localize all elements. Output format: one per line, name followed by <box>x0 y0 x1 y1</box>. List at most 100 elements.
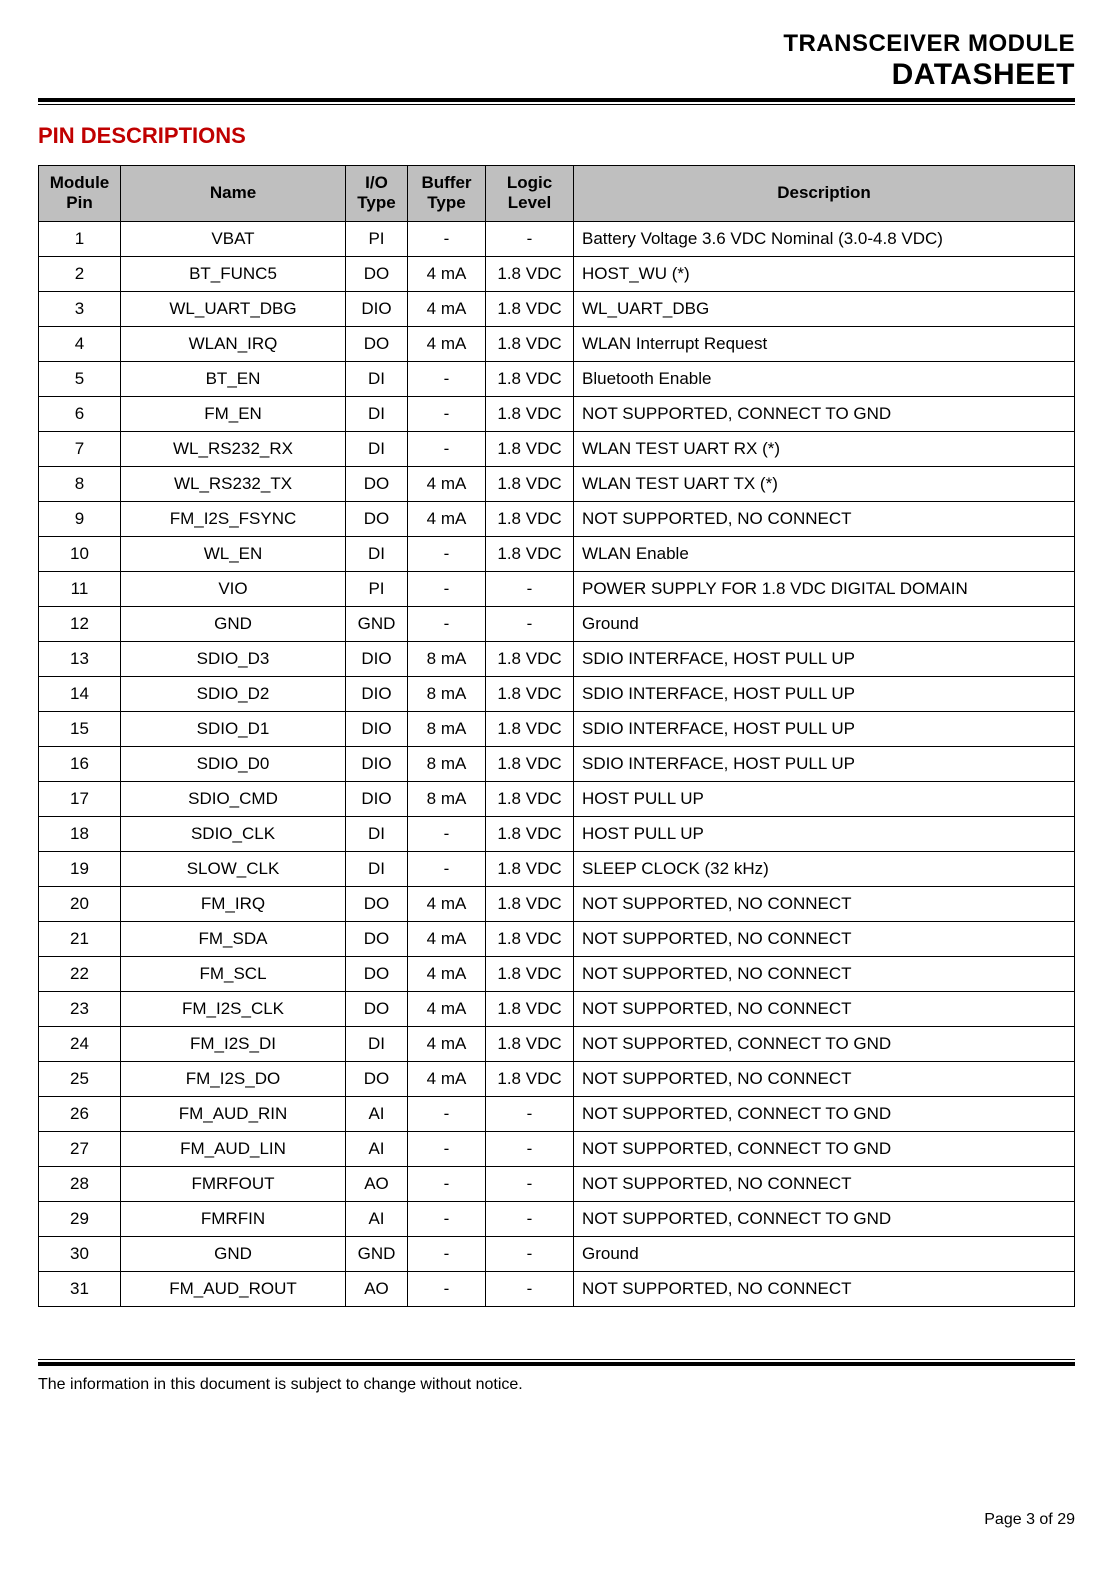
cell-desc: NOT SUPPORTED, CONNECT TO GND <box>574 1096 1075 1131</box>
cell-pin: 2 <box>39 256 121 291</box>
cell-pin: 4 <box>39 326 121 361</box>
cell-buf: 8 mA <box>408 711 486 746</box>
cell-io: AO <box>346 1166 408 1201</box>
cell-name: SDIO_D3 <box>121 641 346 676</box>
cell-desc: SDIO INTERFACE, HOST PULL UP <box>574 746 1075 781</box>
page-number: Page 3 of 29 <box>984 1511 1075 1529</box>
table-row: 22FM_SCLDO4 mA1.8 VDCNOT SUPPORTED, NO C… <box>39 956 1075 991</box>
cell-buf: - <box>408 396 486 431</box>
cell-name: BT_EN <box>121 361 346 396</box>
cell-buf: 4 mA <box>408 1026 486 1061</box>
cell-pin: 3 <box>39 291 121 326</box>
col-header-logic: LogicLevel <box>486 166 574 222</box>
cell-logic: 1.8 VDC <box>486 886 574 921</box>
cell-name: GND <box>121 606 346 641</box>
cell-io: GND <box>346 606 408 641</box>
cell-logic: 1.8 VDC <box>486 851 574 886</box>
cell-pin: 18 <box>39 816 121 851</box>
cell-logic: 1.8 VDC <box>486 501 574 536</box>
cell-buf: - <box>408 816 486 851</box>
cell-buf: - <box>408 606 486 641</box>
cell-desc: Bluetooth Enable <box>574 361 1075 396</box>
cell-name: FM_AUD_LIN <box>121 1131 346 1166</box>
cell-logic: 1.8 VDC <box>486 431 574 466</box>
cell-logic: 1.8 VDC <box>486 921 574 956</box>
cell-pin: 28 <box>39 1166 121 1201</box>
table-row: 14SDIO_D2DIO8 mA1.8 VDCSDIO INTERFACE, H… <box>39 676 1075 711</box>
cell-desc: Ground <box>574 1236 1075 1271</box>
cell-pin: 24 <box>39 1026 121 1061</box>
cell-pin: 26 <box>39 1096 121 1131</box>
cell-pin: 10 <box>39 536 121 571</box>
cell-desc: HOST_WU (*) <box>574 256 1075 291</box>
cell-io: AI <box>346 1201 408 1236</box>
col-header-pin: ModulePin <box>39 166 121 222</box>
table-row: 16SDIO_D0DIO8 mA1.8 VDCSDIO INTERFACE, H… <box>39 746 1075 781</box>
cell-name: BT_FUNC5 <box>121 256 346 291</box>
cell-logic: 1.8 VDC <box>486 711 574 746</box>
cell-name: FM_I2S_DI <box>121 1026 346 1061</box>
cell-desc: NOT SUPPORTED, NO CONNECT <box>574 921 1075 956</box>
cell-name: FM_SCL <box>121 956 346 991</box>
footer-note: The information in this document is subj… <box>38 1376 1075 1394</box>
cell-logic: 1.8 VDC <box>486 816 574 851</box>
footer-rules <box>38 1359 1075 1366</box>
cell-logic: 1.8 VDC <box>486 536 574 571</box>
cell-pin: 13 <box>39 641 121 676</box>
cell-io: DI <box>346 851 408 886</box>
cell-logic: 1.8 VDC <box>486 746 574 781</box>
cell-buf: - <box>408 1271 486 1306</box>
table-row: 31FM_AUD_ROUTAO--NOT SUPPORTED, NO CONNE… <box>39 1271 1075 1306</box>
cell-name: FM_AUD_RIN <box>121 1096 346 1131</box>
cell-logic: - <box>486 1131 574 1166</box>
table-row: 17SDIO_CMDDIO8 mA1.8 VDCHOST PULL UP <box>39 781 1075 816</box>
cell-buf: 4 mA <box>408 921 486 956</box>
cell-logic: 1.8 VDC <box>486 956 574 991</box>
cell-buf: 8 mA <box>408 746 486 781</box>
cell-pin: 20 <box>39 886 121 921</box>
cell-name: FM_I2S_DO <box>121 1061 346 1096</box>
cell-pin: 23 <box>39 991 121 1026</box>
cell-name: FM_I2S_CLK <box>121 991 346 1026</box>
cell-pin: 7 <box>39 431 121 466</box>
cell-desc: SDIO INTERFACE, HOST PULL UP <box>574 676 1075 711</box>
table-row: 23FM_I2S_CLKDO4 mA1.8 VDCNOT SUPPORTED, … <box>39 991 1075 1026</box>
cell-buf: - <box>408 571 486 606</box>
cell-name: FM_I2S_FSYNC <box>121 501 346 536</box>
table-row: 4WLAN_IRQDO4 mA1.8 VDCWLAN Interrupt Req… <box>39 326 1075 361</box>
cell-io: DI <box>346 431 408 466</box>
cell-desc: NOT SUPPORTED, CONNECT TO GND <box>574 1201 1075 1236</box>
cell-desc: NOT SUPPORTED, NO CONNECT <box>574 1166 1075 1201</box>
pin-table: ModulePin Name I/OType BufferType LogicL… <box>38 165 1075 1307</box>
cell-io: DI <box>346 816 408 851</box>
cell-io: DIO <box>346 641 408 676</box>
cell-pin: 15 <box>39 711 121 746</box>
cell-logic: 1.8 VDC <box>486 361 574 396</box>
cell-logic: 1.8 VDC <box>486 991 574 1026</box>
cell-logic: - <box>486 221 574 256</box>
cell-name: VIO <box>121 571 346 606</box>
col-header-io: I/OType <box>346 166 408 222</box>
table-row: 30GNDGND--Ground <box>39 1236 1075 1271</box>
cell-desc: NOT SUPPORTED, CONNECT TO GND <box>574 1026 1075 1061</box>
cell-io: AI <box>346 1131 408 1166</box>
section-title: PIN DESCRIPTIONS <box>38 123 1075 149</box>
cell-pin: 22 <box>39 956 121 991</box>
cell-name: SDIO_D1 <box>121 711 346 746</box>
cell-io: PI <box>346 571 408 606</box>
cell-io: DO <box>346 466 408 501</box>
cell-logic: - <box>486 1271 574 1306</box>
cell-desc: NOT SUPPORTED, NO CONNECT <box>574 956 1075 991</box>
cell-buf: 4 mA <box>408 886 486 921</box>
cell-name: VBAT <box>121 221 346 256</box>
cell-buf: - <box>408 361 486 396</box>
cell-io: DO <box>346 326 408 361</box>
cell-io: DI <box>346 396 408 431</box>
table-row: 28FMRFOUTAO--NOT SUPPORTED, NO CONNECT <box>39 1166 1075 1201</box>
table-row: 11VIOPI--POWER SUPPLY FOR 1.8 VDC DIGITA… <box>39 571 1075 606</box>
table-row: 1VBATPI--Battery Voltage 3.6 VDC Nominal… <box>39 221 1075 256</box>
cell-desc: NOT SUPPORTED, CONNECT TO GND <box>574 1131 1075 1166</box>
cell-desc: WLAN Enable <box>574 536 1075 571</box>
cell-buf: - <box>408 536 486 571</box>
cell-io: DIO <box>346 291 408 326</box>
